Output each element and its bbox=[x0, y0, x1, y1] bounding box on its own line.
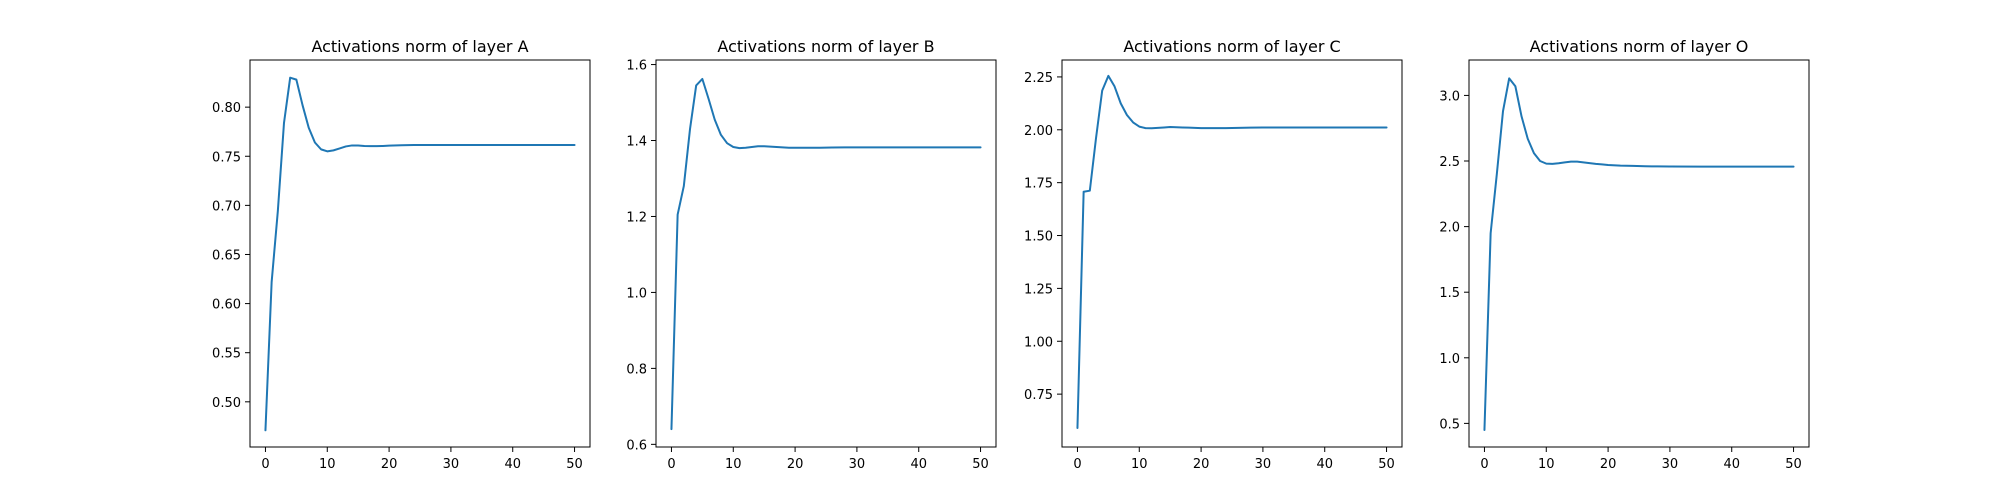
x-tick-label: 20 bbox=[787, 457, 804, 472]
y-tick-label: 0.50 bbox=[212, 396, 241, 411]
x-tick-label: 50 bbox=[972, 457, 989, 472]
y-tick-label: 2.5 bbox=[1439, 155, 1460, 170]
y-tick-label: 1.5 bbox=[1439, 286, 1460, 301]
y-tick-label: 2.25 bbox=[1024, 71, 1053, 86]
x-tick-label: 0 bbox=[1073, 457, 1081, 472]
y-tick-label: 0.70 bbox=[212, 199, 241, 214]
x-tick-label: 10 bbox=[1131, 457, 1148, 472]
chart-title: Activations norm of layer B bbox=[717, 37, 934, 56]
x-tick-label: 50 bbox=[566, 457, 583, 472]
axes-frame bbox=[249, 59, 591, 448]
y-tick-label: 0.65 bbox=[212, 248, 241, 263]
x-tick-label: 10 bbox=[725, 457, 742, 472]
axes-frame bbox=[655, 59, 997, 448]
y-tick-label: 1.6 bbox=[626, 59, 647, 74]
y-tick-label: 1.0 bbox=[626, 286, 647, 301]
y-tick-label: 1.75 bbox=[1024, 177, 1053, 192]
y-tick-label: 1.25 bbox=[1024, 282, 1053, 297]
subplot-layer-a: Activations norm of layer A 0 10 20 30 40 50 0… bbox=[212, 37, 591, 472]
chart-title: Activations norm of layer A bbox=[311, 37, 528, 56]
axes-frame bbox=[1061, 59, 1403, 448]
x-tick-label: 50 bbox=[1785, 457, 1802, 472]
y-tick-label: 1.0 bbox=[1439, 352, 1460, 367]
x-tick-label: 20 bbox=[1600, 457, 1617, 472]
subplot-layer-b: Activations norm of layer B 0 10 20 30 40 50 0… bbox=[626, 37, 997, 472]
series-line bbox=[1076, 74, 1388, 429]
subplot-layer-o: Activations norm of layer O 0 10 20 30 40 50 0… bbox=[1439, 37, 1810, 472]
series-line bbox=[264, 76, 576, 432]
y-tick-label: 2.00 bbox=[1024, 124, 1053, 139]
x-tick-label: 0 bbox=[667, 457, 675, 472]
y-tick-label: 0.5 bbox=[1439, 417, 1460, 432]
x-tick-label: 40 bbox=[1316, 457, 1333, 472]
y-tick-label: 0.8 bbox=[626, 362, 647, 377]
series-line bbox=[1483, 77, 1795, 431]
y-tick-label: 2.0 bbox=[1439, 221, 1460, 236]
x-tick-label: 10 bbox=[319, 457, 336, 472]
y-tick-label: 0.75 bbox=[1024, 388, 1053, 403]
x-tick-label: 50 bbox=[1378, 457, 1395, 472]
y-tick-label: 3.0 bbox=[1439, 89, 1460, 104]
y-tick-label: 1.2 bbox=[626, 210, 647, 225]
axes-frame bbox=[1468, 59, 1810, 448]
y-tick-label: 0.80 bbox=[212, 101, 241, 116]
x-tick-label: 40 bbox=[910, 457, 927, 472]
series-line bbox=[670, 77, 982, 431]
x-tick-label: 40 bbox=[504, 457, 521, 472]
y-tick-label: 1.4 bbox=[626, 135, 647, 150]
x-tick-label: 30 bbox=[1255, 457, 1272, 472]
x-tick-label: 30 bbox=[849, 457, 866, 472]
x-tick-label: 0 bbox=[261, 457, 269, 472]
y-tick-label: 0.60 bbox=[212, 298, 241, 313]
x-tick-label: 30 bbox=[443, 457, 460, 472]
chart-title: Activations norm of layer O bbox=[1530, 37, 1749, 56]
x-tick-label: 20 bbox=[381, 457, 398, 472]
y-tick-label: 0.55 bbox=[212, 347, 241, 362]
x-tick-label: 0 bbox=[1480, 457, 1488, 472]
x-tick-label: 10 bbox=[1538, 457, 1555, 472]
y-tick-label: 0.75 bbox=[212, 150, 241, 165]
y-tick-label: 0.6 bbox=[626, 438, 647, 453]
x-tick-label: 30 bbox=[1662, 457, 1679, 472]
chart-title: Activations norm of layer C bbox=[1123, 37, 1340, 56]
subplot-layer-c: Activations norm of layer C 0 10 20 30 40 50 0… bbox=[1024, 37, 1403, 472]
x-tick-label: 20 bbox=[1193, 457, 1210, 472]
y-tick-label: 1.00 bbox=[1024, 335, 1053, 350]
y-tick-label: 1.50 bbox=[1024, 230, 1053, 245]
x-tick-label: 40 bbox=[1723, 457, 1740, 472]
